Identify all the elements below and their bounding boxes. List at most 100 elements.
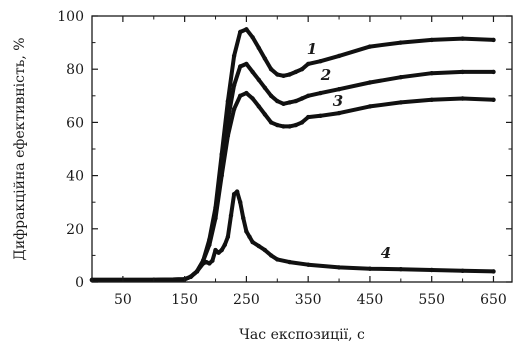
data-point-2 [398, 75, 403, 80]
curve-label-3: 3 [333, 92, 343, 110]
data-point-2 [262, 85, 268, 91]
data-point-3 [250, 96, 255, 101]
data-point-1 [275, 72, 280, 77]
data-point-3 [231, 106, 237, 112]
data-point-2 [460, 69, 465, 75]
data-point-4 [367, 266, 373, 271]
x-tick-label: 450 [357, 292, 384, 308]
data-point-2 [275, 98, 280, 104]
x-tick-label: 350 [295, 292, 322, 308]
data-point-3 [398, 100, 403, 105]
data-point-1 [299, 67, 305, 72]
axes [91, 15, 513, 283]
x-axis-label: Час експозиції, с [239, 327, 365, 343]
data-point-2 [256, 77, 261, 83]
data-point-4 [228, 213, 234, 218]
data-point-4 [231, 192, 237, 197]
data-point-4 [188, 274, 193, 279]
data-point-1 [250, 35, 255, 40]
data-point-4 [210, 258, 215, 263]
x-tick-label: 550 [418, 292, 445, 308]
data-point-3 [460, 96, 465, 101]
x-tick-label: 650 [480, 292, 507, 308]
data-point-4 [429, 267, 434, 273]
y-tick-label: 60 [66, 115, 84, 131]
data-point-1 [244, 27, 249, 32]
data-point-1 [287, 72, 292, 77]
curve-label-1: 1 [307, 40, 317, 58]
data-point-2 [306, 93, 311, 99]
data-point-4 [238, 200, 243, 205]
data-point-3 [281, 124, 286, 129]
data-point-4 [306, 262, 311, 267]
data-point-2 [225, 117, 231, 122]
data-point-1 [231, 53, 237, 59]
x-tick-label: 250 [233, 292, 260, 308]
data-point-3 [287, 124, 292, 129]
data-point-1 [491, 37, 496, 43]
data-point-4 [225, 234, 231, 239]
data-point-1 [256, 45, 261, 51]
data-point-2 [287, 100, 292, 105]
data-point-1 [281, 73, 286, 79]
data-point-1 [318, 59, 323, 64]
data-point-1 [262, 56, 268, 61]
data-point-2 [491, 69, 496, 75]
y-tick-label: 0 [75, 275, 84, 291]
data-point-3 [219, 173, 224, 178]
tick-labels: 0 20 40 60 80 100 50 150 250 350 450 550 650 [57, 9, 507, 308]
data-point-3 [244, 90, 249, 96]
data-point-4 [194, 269, 200, 274]
data-point-4 [398, 267, 403, 272]
data-point-4 [287, 259, 292, 265]
data-point-2 [268, 93, 274, 99]
data-point-4 [216, 250, 221, 255]
data-point-3 [238, 93, 243, 99]
data-point-1 [306, 61, 311, 67]
x-tick-label: 150 [171, 292, 198, 308]
data-point-4 [219, 247, 224, 253]
series-line-1 [90, 27, 496, 282]
data-point-3 [367, 104, 373, 109]
plot-area [89, 27, 496, 283]
curve-label-4: 4 [381, 244, 391, 262]
x-tick-label: 50 [114, 292, 132, 308]
y-tick-label: 100 [57, 9, 84, 25]
data-point-2 [250, 69, 255, 75]
data-point-2 [238, 64, 243, 69]
plot-frame [91, 15, 513, 283]
data-point-4 [247, 234, 252, 239]
series-line-2 [90, 61, 496, 282]
data-point-2 [367, 80, 373, 85]
data-point-3 [429, 97, 434, 103]
data-point-4 [207, 261, 212, 266]
data-point-2 [293, 98, 298, 104]
y-tick-label: 80 [66, 62, 84, 78]
data-point-3 [299, 120, 305, 125]
data-point-4 [491, 269, 496, 274]
y-tick-label: 40 [66, 169, 84, 185]
data-point-1 [225, 98, 231, 104]
data-point-1 [460, 36, 465, 41]
data-point-4 [250, 239, 255, 245]
data-point-4 [213, 247, 218, 253]
data-point-3 [336, 110, 342, 116]
data-point-3 [268, 120, 274, 125]
data-point-2 [429, 71, 434, 76]
data-point-3 [306, 114, 311, 120]
curve-label-2: 2 [320, 66, 331, 84]
data-point-1 [429, 37, 434, 43]
data-point-2 [299, 96, 305, 101]
data-point-1 [336, 53, 342, 59]
data-point-4 [241, 216, 246, 221]
data-point-3 [318, 113, 323, 119]
data-point-4 [275, 257, 280, 262]
data-point-1 [238, 29, 243, 35]
data-point-2 [281, 101, 286, 107]
data-point-3 [262, 112, 268, 117]
y-axis-label: Дифракційна ефективність, % [12, 37, 28, 260]
data-point-4 [234, 189, 240, 194]
data-point-4 [256, 243, 261, 249]
data-point-3 [293, 122, 298, 128]
